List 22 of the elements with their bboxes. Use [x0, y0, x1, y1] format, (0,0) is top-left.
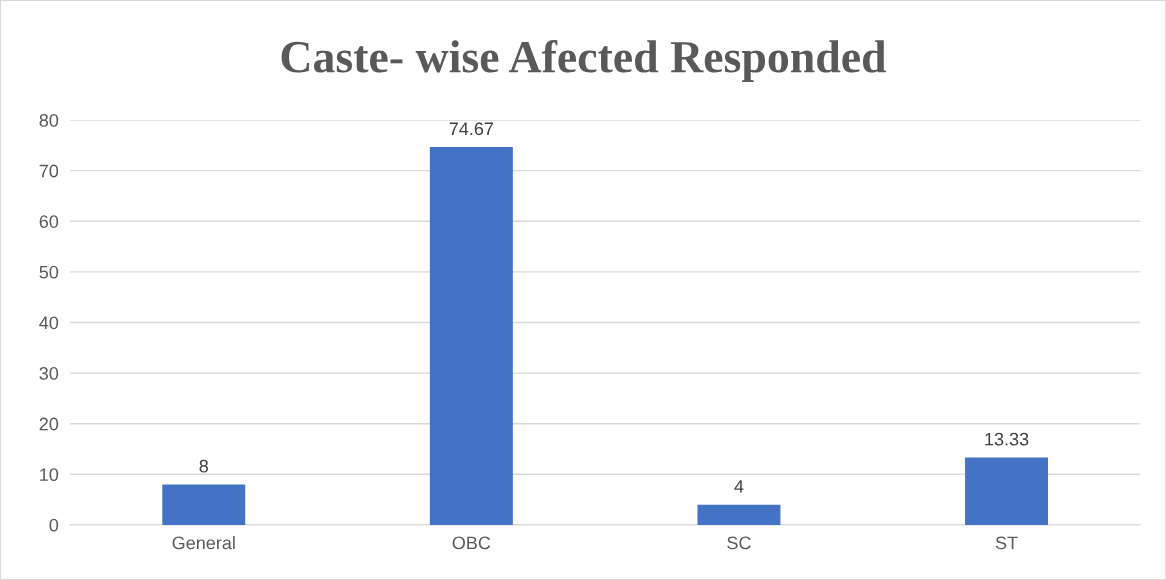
data-label: 13.33 [985, 432, 1029, 446]
y-tick-label: 70 [39, 164, 59, 178]
y-tick-label: 0 [49, 518, 59, 532]
data-label: 4 [734, 480, 744, 493]
bar [965, 457, 1049, 525]
bar [429, 147, 513, 525]
x-tick-label: General [172, 536, 235, 550]
y-tick-label: 80 [39, 113, 59, 127]
y-tick-label: 60 [39, 215, 59, 228]
x-tick-label: OBC [452, 536, 491, 550]
y-tick-label: 50 [39, 265, 59, 279]
y-tick-label: 20 [39, 417, 59, 431]
y-tick-label: 30 [39, 367, 59, 380]
y-tick-label: 10 [40, 468, 59, 482]
bar [697, 504, 781, 525]
bar [162, 484, 246, 525]
data-label: 8 [199, 459, 208, 473]
x-tick-label: SC [727, 536, 751, 550]
chart-title: Caste- wise Afected Responded [281, 39, 887, 82]
x-tick-label: ST [995, 536, 1018, 550]
data-label: 74.67 [449, 122, 494, 136]
y-tick-label: 40 [39, 316, 59, 330]
